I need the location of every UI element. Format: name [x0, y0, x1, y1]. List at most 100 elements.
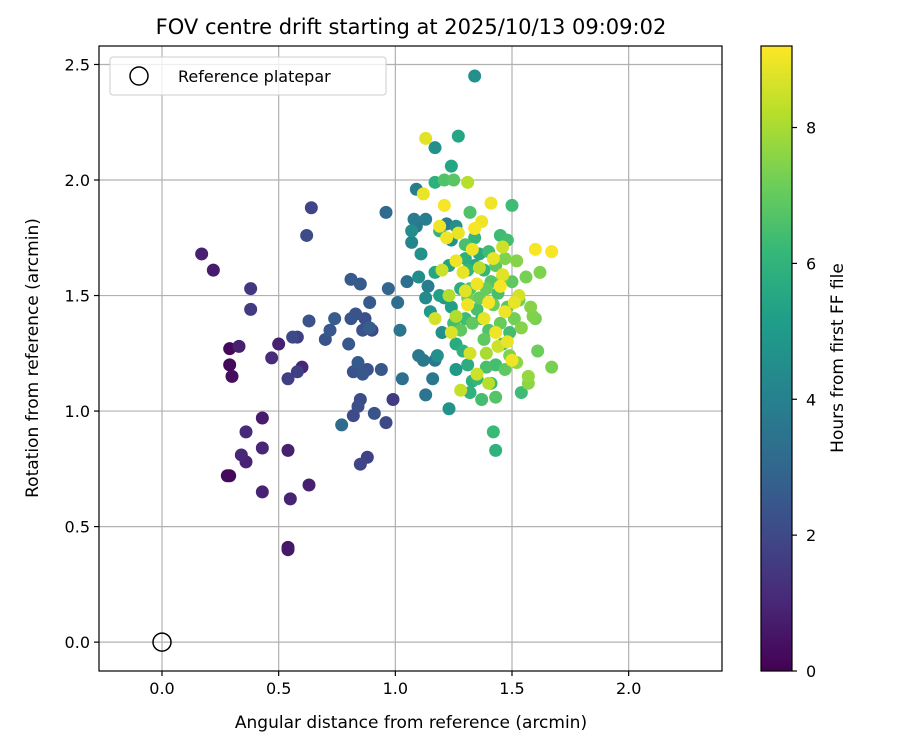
- data-point: [461, 358, 475, 372]
- y-tick-label: 1.0: [65, 402, 90, 421]
- data-point: [195, 247, 209, 261]
- y-tick-label: 2.5: [65, 55, 90, 74]
- data-point: [479, 360, 493, 374]
- data-point: [449, 362, 463, 376]
- data-point: [470, 277, 484, 291]
- data-point: [437, 173, 451, 187]
- data-point: [519, 270, 533, 284]
- data-point: [391, 295, 405, 309]
- y-tick-label: 1.5: [65, 287, 90, 306]
- legend-box: [109, 56, 387, 96]
- data-point: [393, 323, 407, 337]
- data-point: [433, 219, 447, 233]
- data-point: [496, 268, 510, 282]
- data-point: [353, 457, 367, 471]
- data-point: [482, 376, 496, 390]
- data-point: [255, 411, 269, 425]
- data-point: [419, 388, 433, 402]
- data-point: [363, 295, 377, 309]
- data-point: [412, 270, 426, 284]
- y-tick-label: 0.5: [65, 518, 90, 537]
- data-point: [440, 231, 454, 245]
- data-point: [454, 383, 468, 397]
- data-point: [400, 275, 414, 289]
- data-point: [421, 279, 435, 293]
- legend: Reference platepar: [109, 56, 387, 96]
- colorbar-ticks: 0 2 4 6 8: [792, 119, 816, 681]
- data-point: [435, 326, 449, 340]
- data-point: [524, 300, 538, 314]
- data-point: [281, 372, 295, 386]
- data-point: [419, 291, 433, 305]
- data-point: [353, 277, 367, 291]
- data-point: [463, 346, 477, 360]
- data-point: [442, 289, 456, 303]
- data-point: [419, 131, 433, 145]
- data-point: [465, 242, 479, 256]
- data-point: [470, 367, 484, 381]
- data-point: [405, 224, 419, 238]
- data-point: [426, 372, 440, 386]
- data-point: [239, 425, 253, 439]
- data-point: [475, 393, 489, 407]
- data-point: [451, 226, 465, 240]
- data-point: [304, 201, 318, 215]
- x-tick-label: 2.0: [616, 679, 641, 698]
- data-point: [255, 441, 269, 455]
- data-point: [472, 261, 486, 275]
- data-point: [528, 242, 542, 256]
- x-axis-label: Angular distance from reference (arcmin): [235, 713, 587, 733]
- data-point: [489, 390, 503, 404]
- data-point: [449, 309, 463, 323]
- colorbar-tick-label: 8: [806, 119, 816, 138]
- data-point: [484, 196, 498, 210]
- data-point: [407, 212, 421, 226]
- data-point: [500, 335, 514, 349]
- data-point: [395, 372, 409, 386]
- data-point: [234, 448, 248, 462]
- data-point: [323, 323, 337, 337]
- data-point: [514, 321, 528, 335]
- data-point: [414, 247, 428, 261]
- data-point: [521, 369, 535, 383]
- data-point: [461, 175, 475, 189]
- data-point: [468, 69, 482, 83]
- data-point: [244, 282, 258, 296]
- data-point: [444, 326, 458, 340]
- data-point: [356, 367, 370, 381]
- data-point: [428, 141, 442, 155]
- data-point: [255, 485, 269, 499]
- chart-title: FOV centre drift starting at 2025/10/13 …: [156, 15, 667, 39]
- data-point: [281, 443, 295, 457]
- data-point: [379, 205, 393, 219]
- data-point: [290, 365, 304, 379]
- data-point: [498, 252, 512, 266]
- data-point: [206, 263, 220, 277]
- data-point: [416, 353, 430, 367]
- data-point: [465, 316, 479, 330]
- data-point: [342, 337, 356, 351]
- data-point: [302, 478, 316, 492]
- data-point: [456, 265, 470, 279]
- data-point: [232, 339, 246, 353]
- data-point: [451, 129, 465, 143]
- data-point: [510, 254, 524, 268]
- data-point: [477, 312, 491, 326]
- plot-frame: [98, 45, 723, 672]
- data-point: [486, 425, 500, 439]
- reference-marker: [152, 632, 172, 652]
- data-point: [405, 235, 419, 249]
- data-point: [416, 187, 430, 201]
- data-point: [479, 346, 493, 360]
- data-point: [489, 326, 503, 340]
- data-point: [507, 312, 521, 326]
- data-point: [344, 312, 358, 326]
- data-point: [430, 349, 444, 363]
- data-point: [545, 360, 559, 374]
- y-axis-ticks: 0.0 0.5 1.0 1.5 2.0 2.5: [65, 55, 99, 652]
- data-point: [461, 298, 475, 312]
- data-point: [328, 312, 342, 326]
- x-axis-ticks: 0.0 0.5 1.0 1.5 2.0: [149, 671, 641, 698]
- data-point: [244, 302, 258, 316]
